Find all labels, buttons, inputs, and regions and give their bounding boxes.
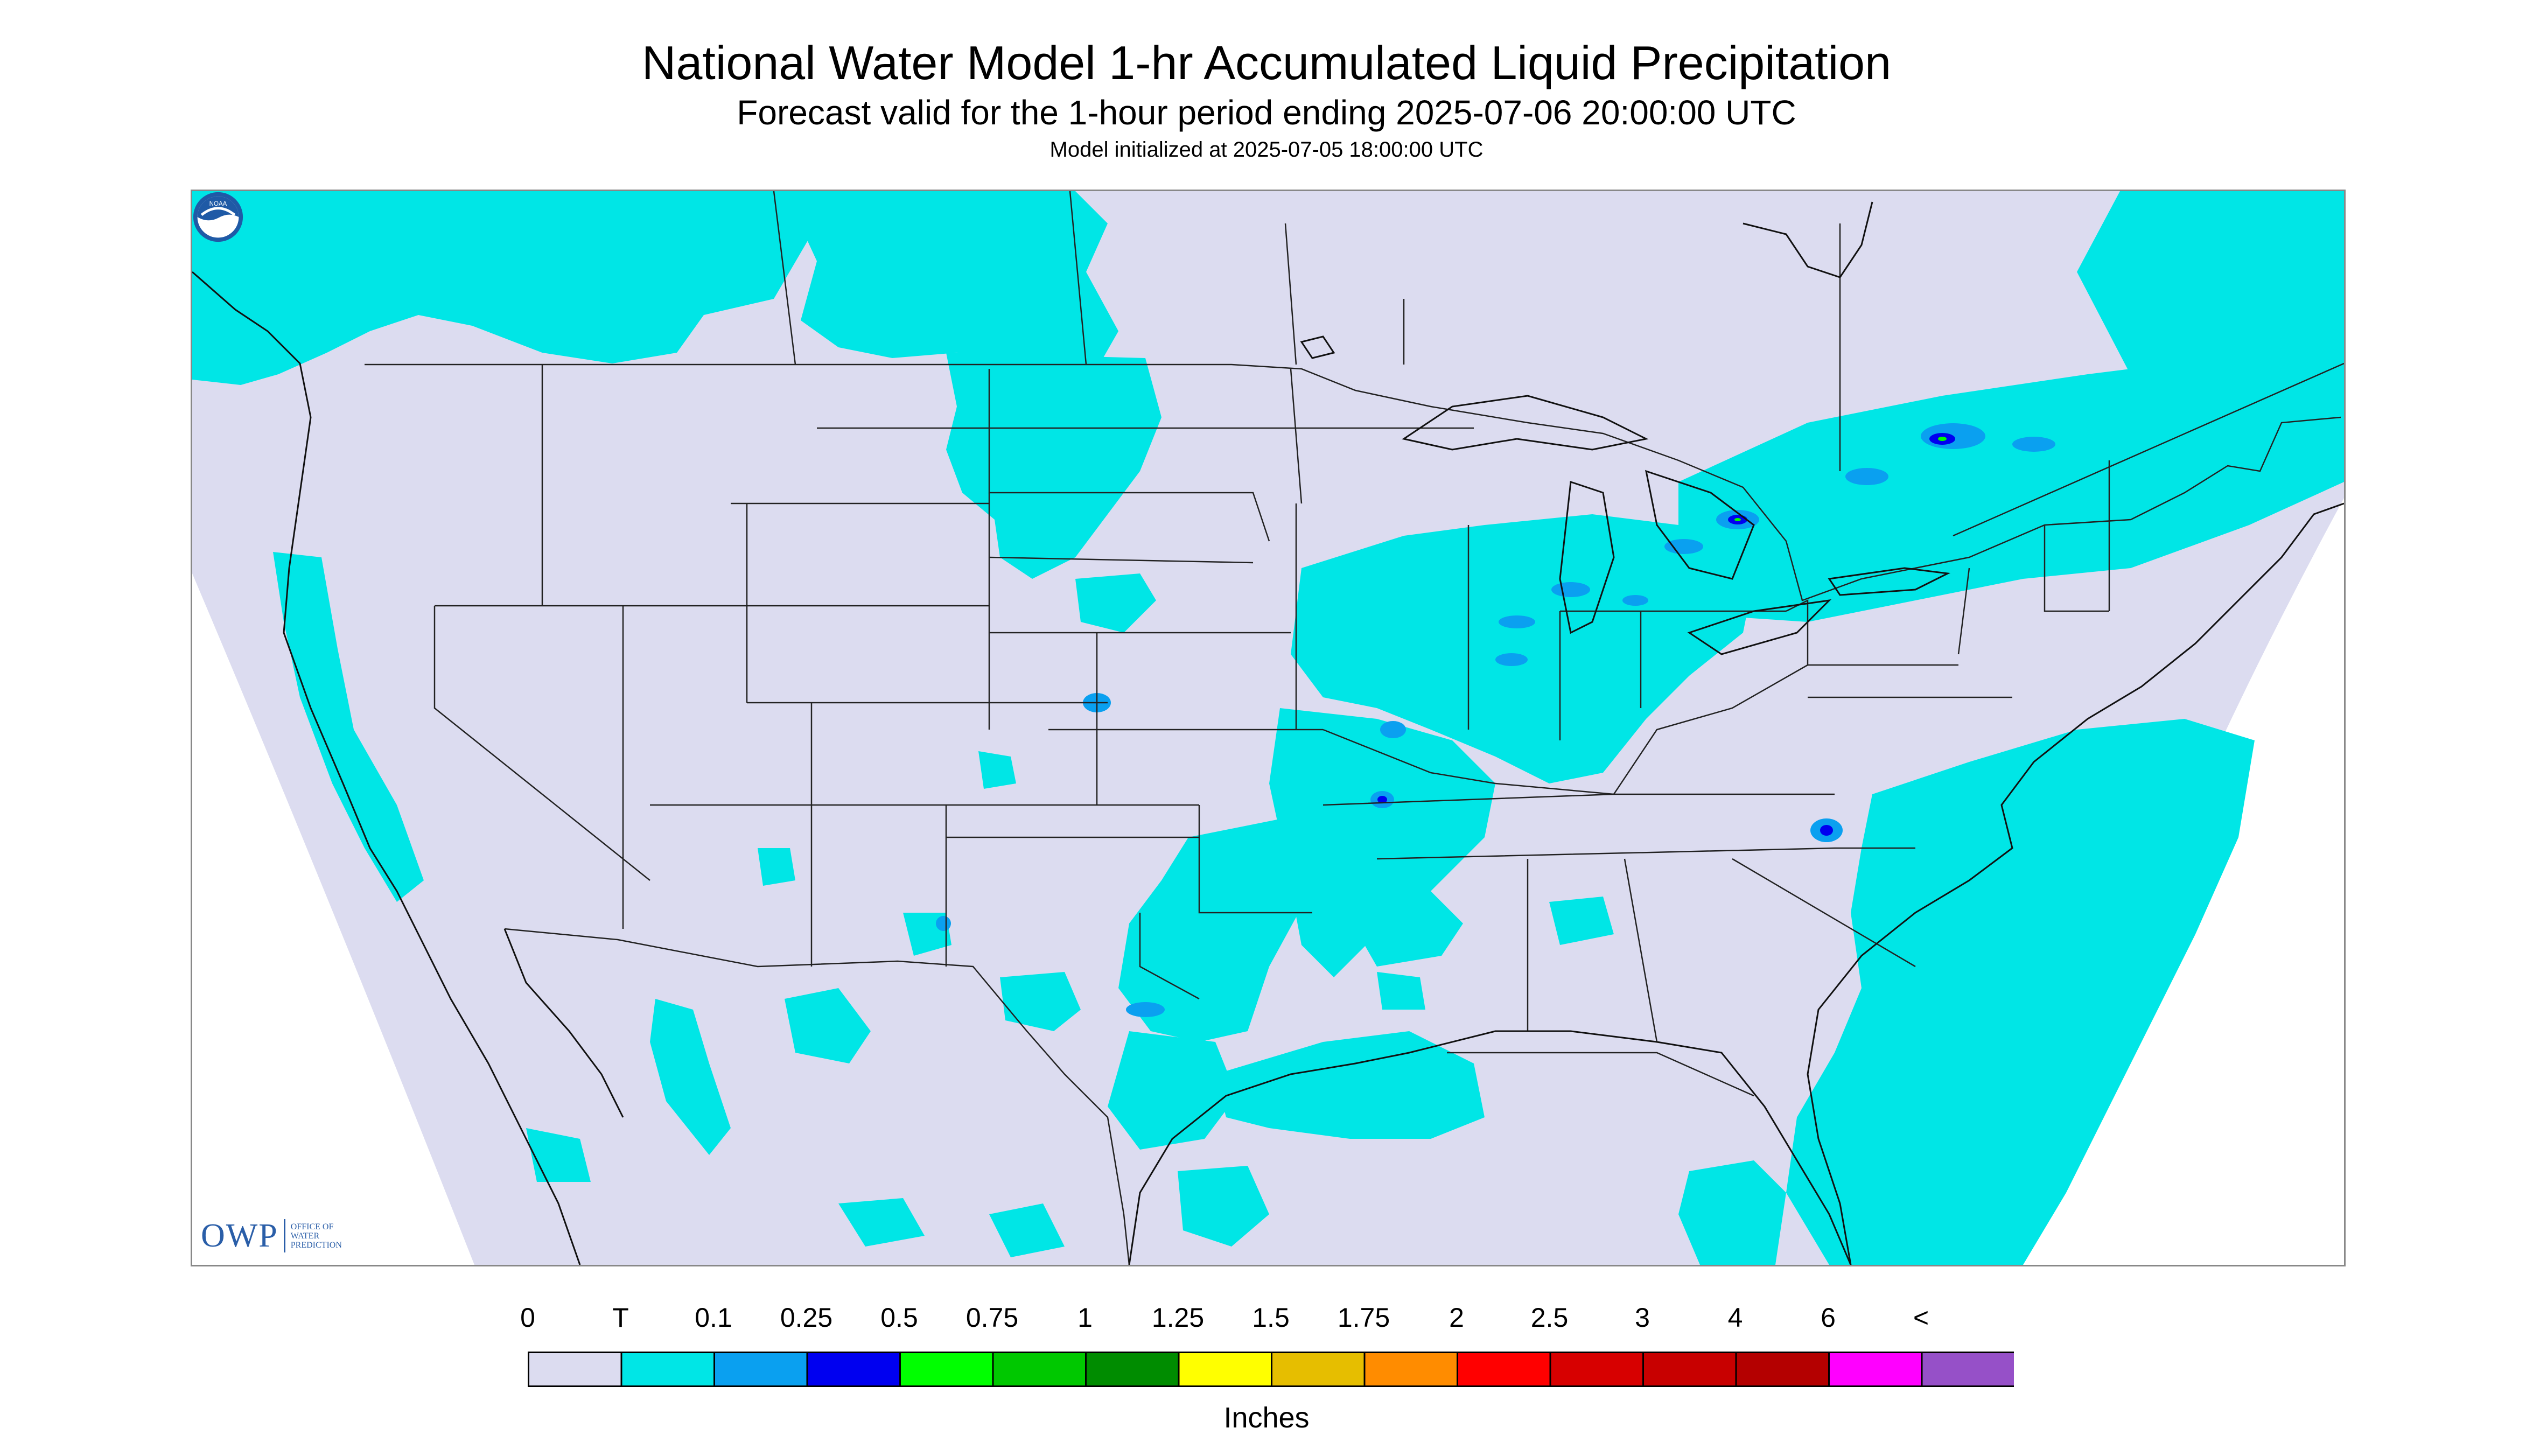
color-legend <box>528 1352 2014 1387</box>
legend-swatch <box>1828 1352 1923 1387</box>
owp-logo: OWP Office of Water Prediction <box>201 1214 342 1257</box>
legend-swatch <box>1735 1352 1830 1387</box>
map-subtitle: Forecast valid for the 1-hour period end… <box>737 93 1796 132</box>
legend-tick-label: 0.25 <box>780 1303 833 1333</box>
precip-trace-areas <box>192 191 2344 1265</box>
legend-tick-label: 2 <box>1449 1303 1464 1333</box>
legend-tick-label: 4 <box>1727 1303 1743 1333</box>
lake-erie <box>1687 599 1832 655</box>
legend-swatch <box>528 1352 622 1387</box>
legend-swatch <box>1921 1352 2014 1387</box>
legend-swatch <box>899 1352 994 1387</box>
legend-swatch <box>1363 1352 1458 1387</box>
legend-tick-label: 1 <box>1077 1303 1093 1333</box>
legend-tick-label: 0 <box>520 1303 535 1333</box>
coastlines <box>192 201 2344 1265</box>
political-boundaries <box>365 191 2344 1265</box>
gulf-coast <box>1128 1030 1852 1265</box>
legend-swatch <box>1457 1352 1551 1387</box>
lake-of-woods <box>1300 335 1335 359</box>
legend-swatch <box>1271 1352 1366 1387</box>
owp-logo-mark: OWP <box>201 1217 278 1254</box>
noaa-logo: NOAA <box>193 192 243 242</box>
map-title: National Water Model 1-hr Accumulated Li… <box>641 36 1892 89</box>
noaa-logo-text: NOAA <box>209 201 227 207</box>
hudson-bay-coast <box>1743 201 1873 278</box>
lake-michigan <box>1559 480 1615 634</box>
pacific-coast <box>192 271 581 1265</box>
precipitation-map: OWP Office of Water Prediction NOAA <box>191 190 2346 1266</box>
legend-units-label: Inches <box>1223 1402 1310 1434</box>
baja-coast <box>503 928 624 1118</box>
legend-swatch <box>1549 1352 1644 1387</box>
us-canada-border <box>365 363 2341 601</box>
model-init-line: Model initialized at 2025-07-05 18:00:00… <box>1049 138 1484 162</box>
legend-swatch <box>620 1352 715 1387</box>
legend-tick-label: < <box>1913 1303 1929 1333</box>
legend-tick-label: 3 <box>1635 1303 1650 1333</box>
legend-tick-label: 6 <box>1821 1303 1836 1333</box>
owp-logo-text: Office of Water Prediction <box>290 1222 342 1250</box>
legend-tick-label: 0.75 <box>965 1303 1019 1333</box>
lake-ontario <box>1828 567 1951 596</box>
legend-swatch <box>1085 1352 1180 1387</box>
legend-tick-label: 1.75 <box>1337 1303 1390 1333</box>
legend-swatch <box>1642 1352 1737 1387</box>
legend-tick-label: 1.25 <box>1151 1303 1205 1333</box>
legend-swatch <box>806 1352 901 1387</box>
owp-logo-divider <box>283 1219 285 1252</box>
atlantic-coast <box>1807 502 2344 1265</box>
legend-swatch <box>1178 1352 1272 1387</box>
us-mexico-border <box>504 928 1130 1265</box>
legend-tick-label: 0.5 <box>880 1303 918 1333</box>
legend-swatch <box>713 1352 808 1387</box>
map-canvas <box>192 191 2344 1265</box>
precip-heavy-areas <box>1734 437 1947 521</box>
legend-tick-label: 0.1 <box>695 1303 732 1333</box>
lake-superior <box>1402 395 1649 451</box>
lake-huron <box>1645 470 1755 580</box>
legend-tick-label: T <box>612 1303 629 1333</box>
legend-swatch <box>992 1352 1087 1387</box>
legend-tick-label: 1.5 <box>1252 1303 1290 1333</box>
legend-tick-label: 2.5 <box>1530 1303 1569 1333</box>
